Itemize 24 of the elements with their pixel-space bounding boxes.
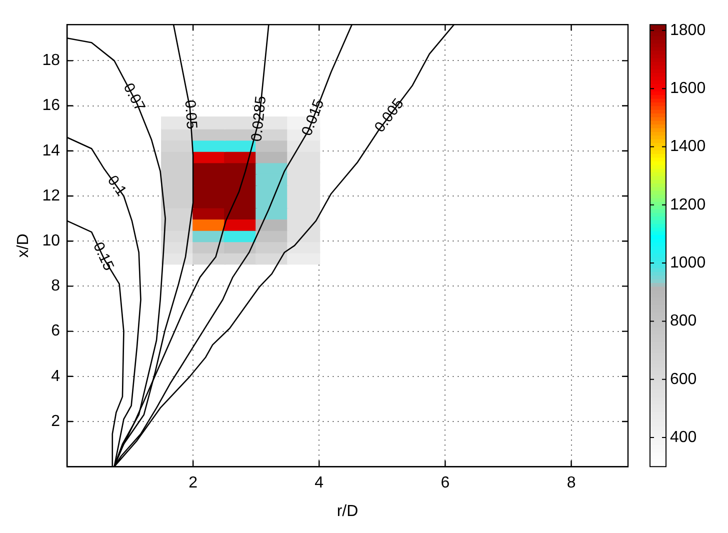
x-tick-label: 4 [314, 474, 324, 492]
color-bar-label: 1400 [670, 138, 706, 156]
x-tick-label: 2 [188, 474, 198, 492]
color-bar-label: 1600 [670, 80, 706, 97]
color-bar-label: 600 [670, 370, 697, 388]
x-axis-title: r/D [336, 502, 358, 520]
y-tick-label: 12 [42, 187, 60, 204]
color-bar-label: 1800 [670, 22, 706, 39]
y-tick-label: 10 [42, 232, 60, 250]
y-tick-label: 2 [51, 412, 60, 430]
y-tick-label: 6 [51, 322, 60, 340]
text: 0.05 [181, 99, 200, 130]
y-axis-title: x/D [15, 234, 32, 258]
color-bar-label: 1000 [670, 254, 706, 272]
color-bar-label: 1200 [670, 196, 706, 214]
color-bar-label: 400 [670, 428, 697, 446]
y-tick-label: 14 [42, 142, 60, 160]
y-tick-label: 18 [42, 52, 60, 70]
color-bar-label: 800 [670, 312, 697, 330]
y-tick-label: 8 [51, 278, 60, 295]
x-tick-label: 8 [566, 474, 576, 492]
y-tick-label: 16 [42, 97, 60, 114]
x-tick-label: 6 [440, 474, 450, 492]
y-tick-label: 4 [51, 368, 60, 385]
